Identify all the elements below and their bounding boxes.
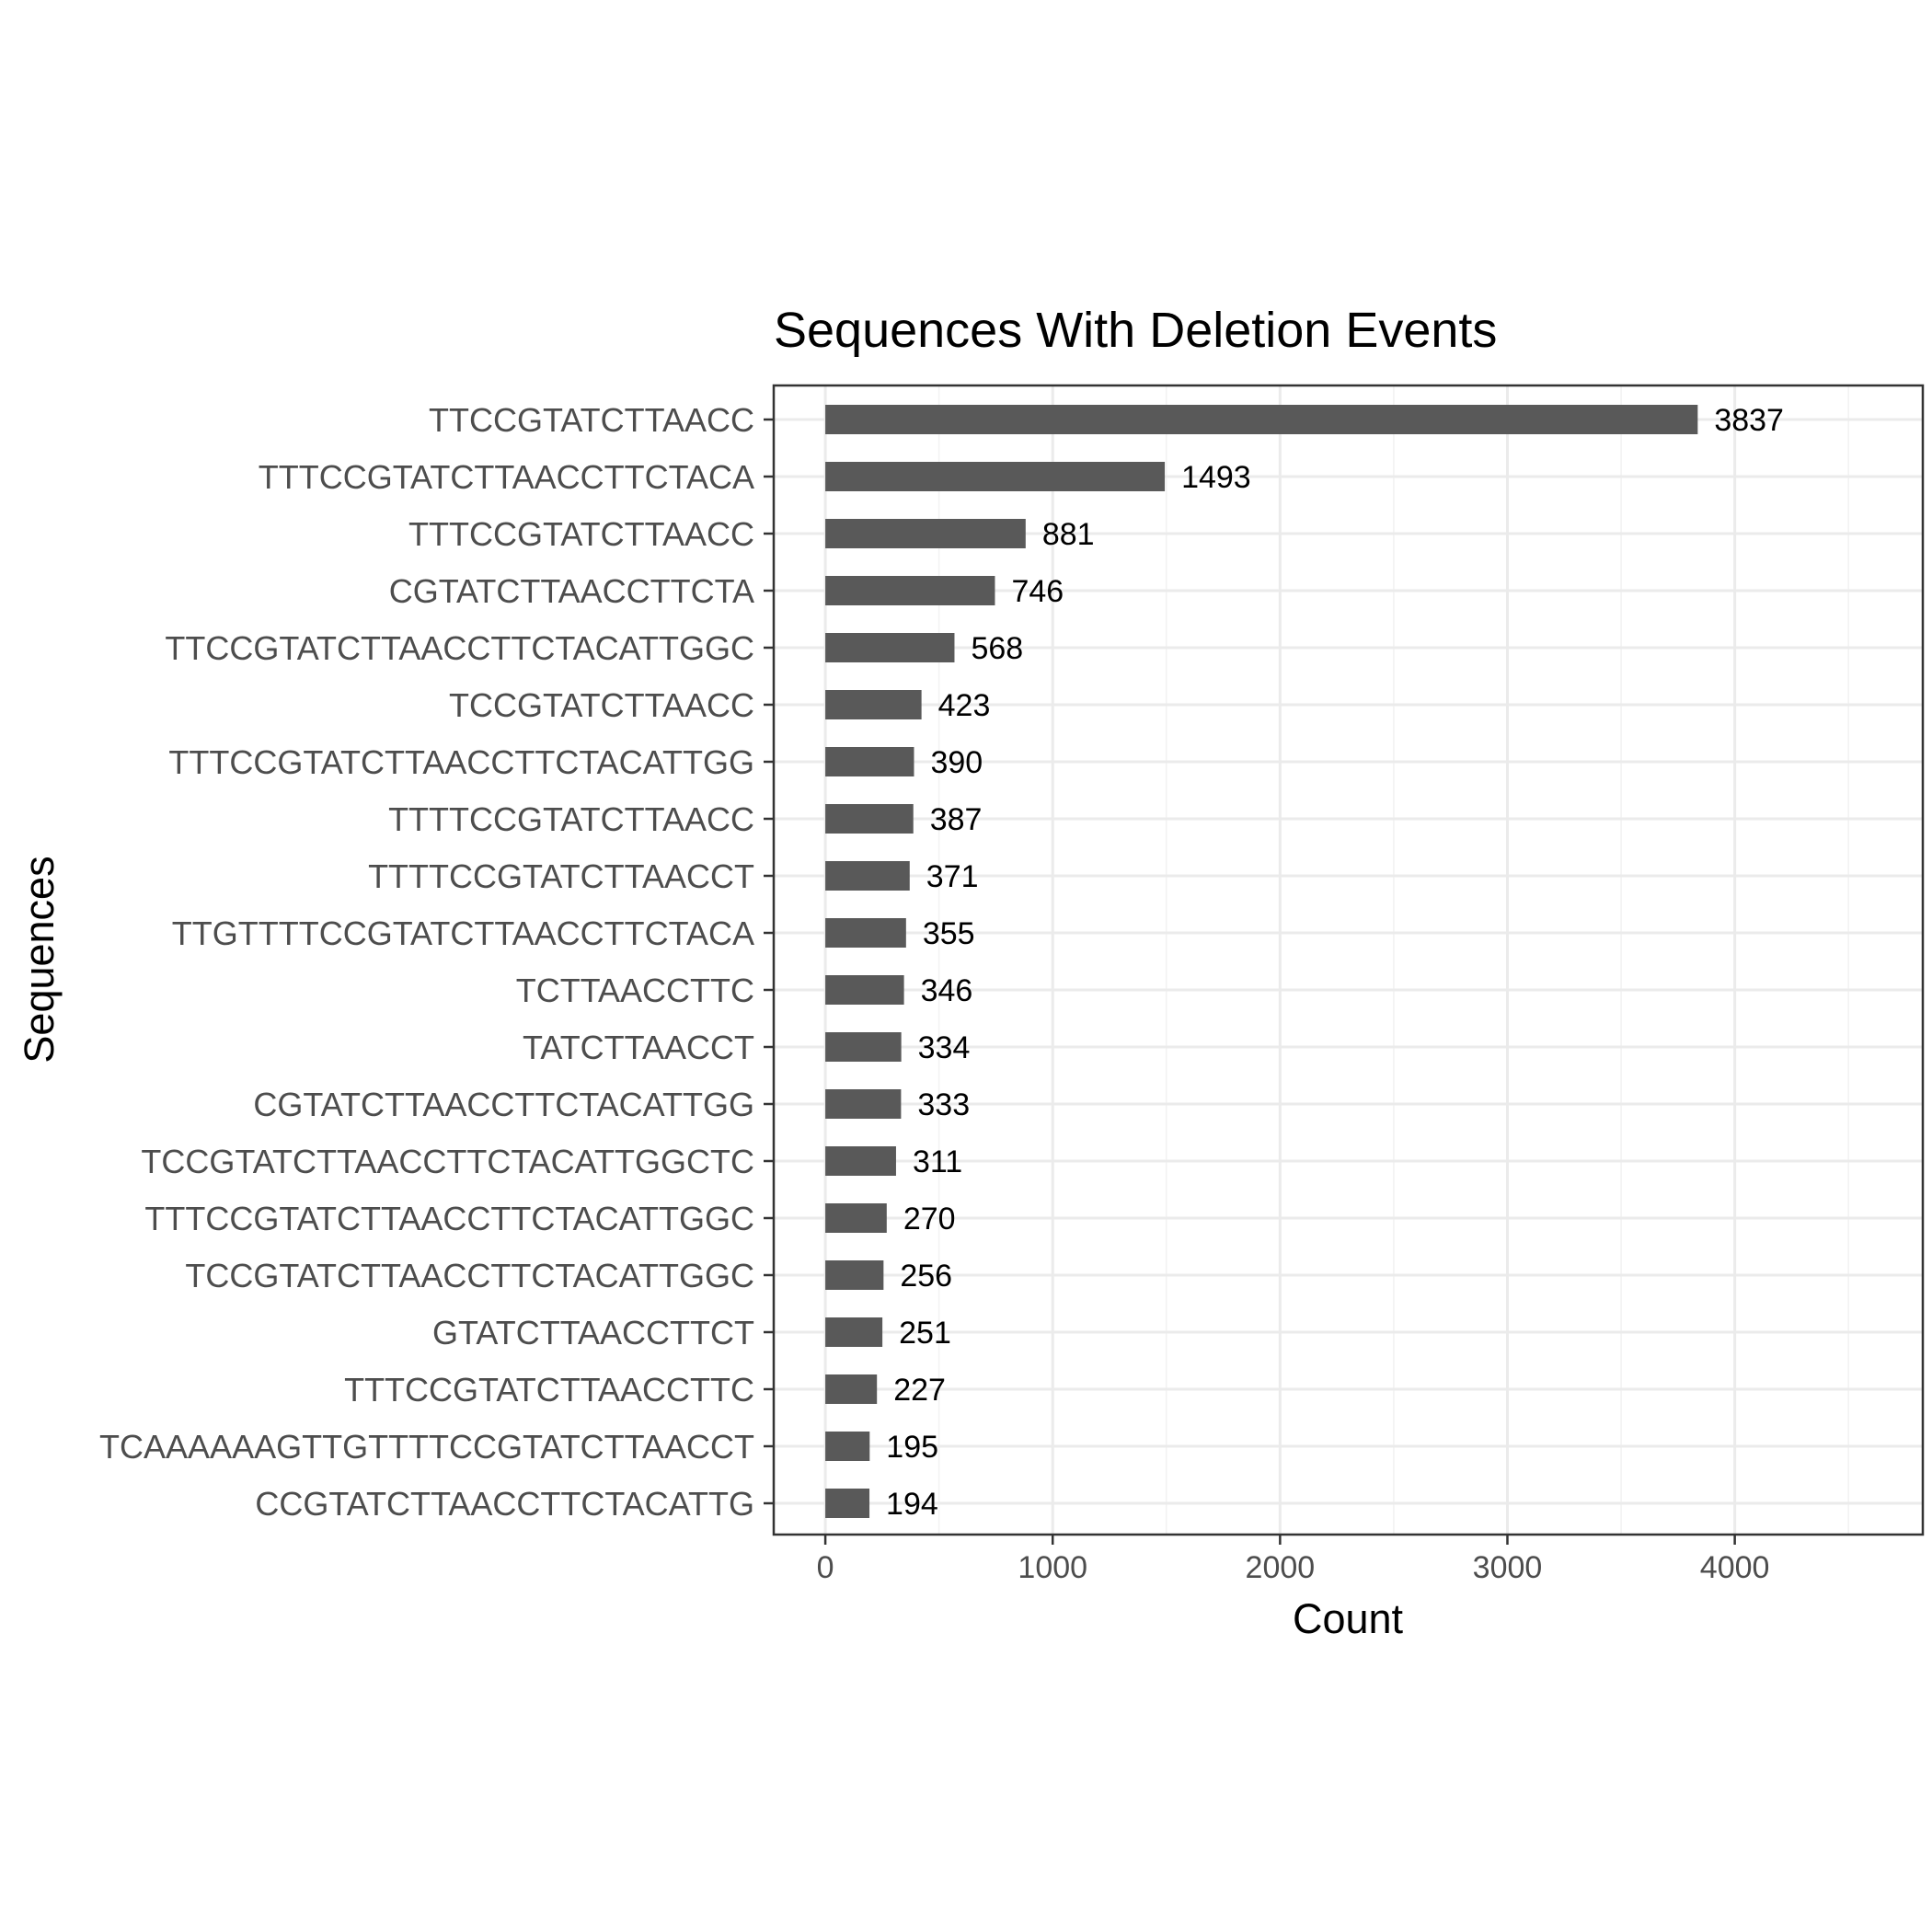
x-tick-label: 3000 (1473, 1550, 1543, 1585)
y-tick-label: CCGTATCTTAACCTTCTACATTG (255, 1485, 754, 1523)
bar-value-label: 270 (903, 1202, 956, 1236)
bar (825, 1432, 870, 1461)
chart-title: Sequences With Deletion Events (774, 303, 1497, 358)
bar (825, 1260, 884, 1290)
bar-value-label: 371 (926, 859, 979, 894)
y-tick-label: TTGTTTTCCGTATCTTAACCTTCTACA (172, 914, 754, 952)
y-tick-label: TTTCCGTATCTTAACCTTC (344, 1371, 754, 1409)
x-tick-label: 0 (817, 1550, 834, 1585)
y-tick-label: TATCTTAACCT (523, 1029, 754, 1066)
bar (825, 1374, 878, 1404)
bar (825, 1489, 870, 1518)
bar-value-label: 311 (913, 1144, 962, 1179)
x-tick-label: 1000 (1018, 1550, 1087, 1585)
bar-value-label: 390 (930, 745, 983, 780)
x-tick-label: 4000 (1700, 1550, 1770, 1585)
y-tick-label: TCAAAAAAGTTGTTTTCCGTATCTTAACCT (99, 1428, 754, 1466)
bar-value-label: 3837 (1714, 403, 1784, 438)
bar-value-label: 334 (918, 1030, 971, 1065)
y-tick-label: CGTATCTTAACCTTCTA (389, 572, 754, 610)
bar-value-label: 251 (899, 1316, 951, 1351)
x-axis-title: Count (1293, 1595, 1404, 1642)
y-tick-label: TTTCCGTATCTTAACCTTCTACATTGG (168, 743, 754, 781)
y-tick-label: CGTATCTTAACCTTCTACATTGG (253, 1086, 754, 1123)
bar (825, 633, 955, 662)
y-axis: TTCCGTATCTTAACCTTTCCGTATCTTAACCTTCTACATT… (99, 401, 774, 1523)
y-tick-label: TTTCCGTATCTTAACC (408, 515, 754, 553)
bar (825, 1032, 902, 1062)
bar-value-label: 568 (971, 631, 1023, 666)
y-tick-label: TCCGTATCTTAACC (449, 686, 754, 724)
x-axis: 0 1000 2000 3000 4000 (817, 1535, 1770, 1585)
bar (825, 1146, 896, 1176)
bar (825, 975, 904, 1005)
bar (825, 1203, 887, 1233)
plot-panel-border (772, 384, 1925, 1536)
bar-value-label: 346 (921, 973, 973, 1008)
bar (825, 861, 910, 891)
bar (825, 519, 1026, 548)
bar-value-label: 194 (886, 1487, 938, 1522)
bar (825, 1089, 902, 1119)
bar (825, 747, 914, 776)
bar (825, 405, 1698, 434)
bar (825, 918, 906, 948)
bar-value-label: 195 (886, 1430, 938, 1465)
data-labels: 3837 1493 881 746 568 423 390 387 371 355 346 334 33… (886, 403, 1784, 1522)
bar-value-label: 355 (923, 916, 975, 951)
bar (825, 462, 1166, 491)
bar-value-label: 1493 (1181, 460, 1251, 495)
y-tick-label: TTTCCGTATCTTAACCTTCTACATTGGC (144, 1200, 754, 1237)
bar-value-label: 333 (917, 1087, 970, 1122)
bars (825, 405, 1698, 1518)
bar-value-label: 227 (893, 1373, 946, 1408)
y-tick-label: TCTTAACCTTC (516, 972, 754, 1009)
y-tick-label: TTTCCGTATCTTAACCTTCTACA (259, 458, 754, 496)
bar (825, 690, 922, 719)
bar (825, 804, 914, 834)
bar-value-label: 746 (1011, 574, 1064, 609)
bar-value-label: 387 (930, 802, 983, 837)
bar-value-label: 881 (1042, 517, 1095, 552)
bar (825, 1317, 883, 1347)
y-tick-label: GTATCTTAACCTTCT (432, 1314, 754, 1351)
y-tick-label: TTCCGTATCTTAACC (429, 401, 754, 439)
bar-value-label: 256 (900, 1259, 952, 1294)
x-tick-label: 2000 (1246, 1550, 1316, 1585)
y-tick-label: TTTTCCGTATCTTAACCT (368, 857, 754, 895)
bar (825, 576, 995, 605)
y-tick-label: TCCGTATCTTAACCTTCTACATTGGCTC (141, 1143, 754, 1180)
y-tick-label: TTCCGTATCTTAACCTTCTACATTGGC (165, 629, 754, 667)
bar-value-label: 423 (938, 688, 991, 723)
y-tick-label: TTTTCCGTATCTTAACC (388, 800, 754, 838)
y-axis-title: Sequences (16, 856, 63, 1063)
y-tick-label: TCCGTATCTTAACCTTCTACATTGGC (185, 1257, 754, 1294)
